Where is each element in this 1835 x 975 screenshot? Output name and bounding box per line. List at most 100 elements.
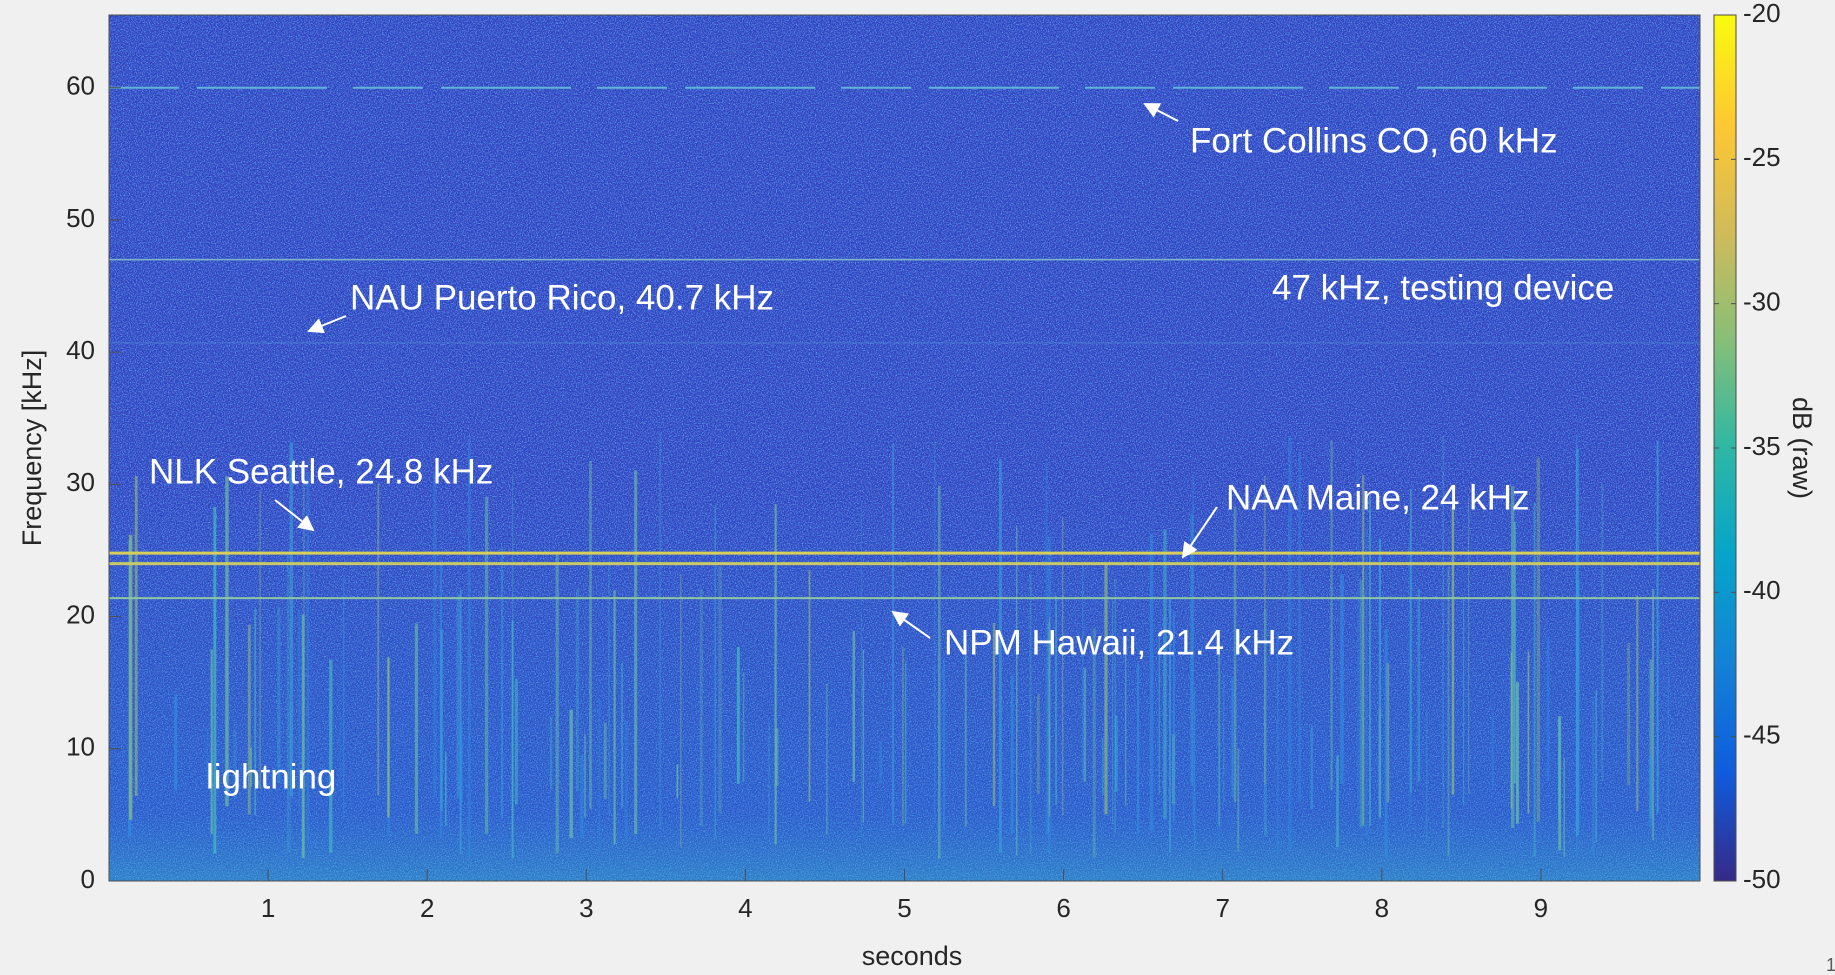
lightning-streak (892, 444, 894, 824)
lightning-streak (259, 492, 261, 789)
lightning-streak (604, 723, 607, 799)
lightning-streak (1311, 726, 1313, 809)
lightning-streak (965, 649, 967, 826)
lightning-streak (515, 679, 518, 804)
lightning-streak (1137, 663, 1139, 834)
x-tick-label: 1 (261, 893, 275, 923)
lightning-streak (718, 566, 721, 813)
colorbar-tick-label: -20 (1743, 0, 1781, 28)
lightning-streak (1657, 441, 1659, 813)
x-tick-label: 5 (897, 893, 911, 923)
lightning-streak (677, 764, 679, 798)
lightning-streak (1652, 589, 1654, 840)
x-tick-label: 2 (420, 893, 434, 923)
lightning-streak (174, 694, 177, 789)
lightning-streak (1084, 668, 1086, 782)
annotation-text: Fort Collins CO, 60 kHz (1190, 121, 1558, 160)
lightning-streak (550, 717, 552, 788)
lightning-streak (459, 723, 462, 803)
lightning-streak (743, 672, 745, 782)
lightning-streak (468, 439, 471, 858)
colorbar-tick-label: -25 (1743, 142, 1781, 172)
annotation-text: lightning (206, 757, 336, 796)
lightning-streak (1418, 589, 1421, 782)
lightning-streak (1516, 682, 1519, 823)
lightning-streak (1223, 674, 1225, 803)
lightning-streak (1409, 535, 1412, 823)
lightning-streak (809, 570, 811, 801)
lightning-streak (776, 728, 779, 786)
lightning-streak (1576, 449, 1579, 836)
lightning-streak (129, 535, 132, 820)
x-tick-label: 7 (1215, 893, 1229, 923)
lightning-streak (1150, 534, 1153, 831)
lightning-streak (1037, 695, 1040, 794)
lightning-streak (1564, 758, 1565, 857)
lightning-streak (457, 594, 460, 799)
lightning-streak (863, 650, 864, 823)
lightning-streak (445, 751, 447, 825)
lightning-streak (943, 659, 945, 830)
lightning-streak (1011, 676, 1014, 834)
lightning-streak (1537, 458, 1540, 822)
lightning-streak (287, 555, 289, 852)
page-number: 1 (1826, 955, 1835, 975)
lightning-streak (556, 555, 559, 853)
x-tick-label: 3 (579, 893, 593, 923)
lightning-streak (1237, 749, 1239, 852)
lightning-streak (1627, 643, 1630, 785)
colorbar-tick-label: -30 (1743, 287, 1781, 317)
lightning-streak (1668, 650, 1669, 833)
lightning-streak (512, 621, 514, 858)
y-axis-label: Frequency [kHz] (17, 350, 47, 547)
x-tick-label: 4 (738, 893, 752, 923)
lightning-streak (737, 647, 740, 784)
lightning-streak (625, 722, 628, 842)
lightning-streak (1093, 629, 1096, 858)
lightning-streak (1492, 717, 1494, 789)
lightning-streak (1511, 486, 1514, 828)
lightning-streak (1468, 499, 1469, 794)
lightning-streak (1636, 595, 1638, 811)
lightning-streak (1125, 642, 1126, 806)
x-tick-label: 6 (1056, 893, 1070, 923)
lightning-streak (1102, 738, 1103, 795)
lightning-streak (826, 684, 827, 835)
lightning-streak (1447, 567, 1449, 856)
lightning-streak (329, 659, 332, 852)
annotation-text: 47 kHz, testing device (1272, 268, 1614, 307)
lightning-streak (1547, 637, 1550, 781)
lightning-streak (1528, 651, 1530, 813)
lightning-streak (1340, 574, 1343, 784)
lightning-streak (387, 657, 389, 817)
lightning-streak (290, 442, 293, 797)
lightning-streak (853, 631, 855, 782)
annotation-text: NAA Maine, 24 kHz (1226, 478, 1529, 517)
lightning-streak (377, 484, 379, 796)
lightning-streak (598, 700, 600, 853)
lightning-streak (1378, 708, 1381, 817)
lightning-streak (659, 433, 661, 829)
lightning-streak (1534, 503, 1536, 857)
chart: Frequency [kHz] seconds dB (raw) 1 01020… (0, 0, 1835, 975)
lightning-streak (135, 476, 138, 796)
lightning-streak (938, 486, 941, 859)
lightning-streak (1360, 580, 1363, 827)
lightning-streak (715, 505, 716, 838)
lightning-streak (621, 663, 623, 809)
lightning-streak (485, 497, 488, 834)
lightning-streak (1163, 529, 1166, 819)
lightning-streak (680, 574, 681, 847)
lightning-streak (1277, 632, 1279, 856)
lightning-streak (1452, 507, 1454, 794)
lightning-streak (879, 741, 882, 784)
lightning-streak (213, 507, 216, 854)
lightning-streak (580, 754, 583, 837)
lightning-streak (902, 646, 903, 825)
lightning-streak (613, 590, 615, 844)
lightning-streak (1649, 756, 1652, 827)
lightning-streak (1385, 629, 1388, 858)
lightning-streak (700, 589, 703, 825)
lightning-streak (1365, 530, 1367, 837)
colorbar-label: dB (raw) (1787, 397, 1817, 499)
